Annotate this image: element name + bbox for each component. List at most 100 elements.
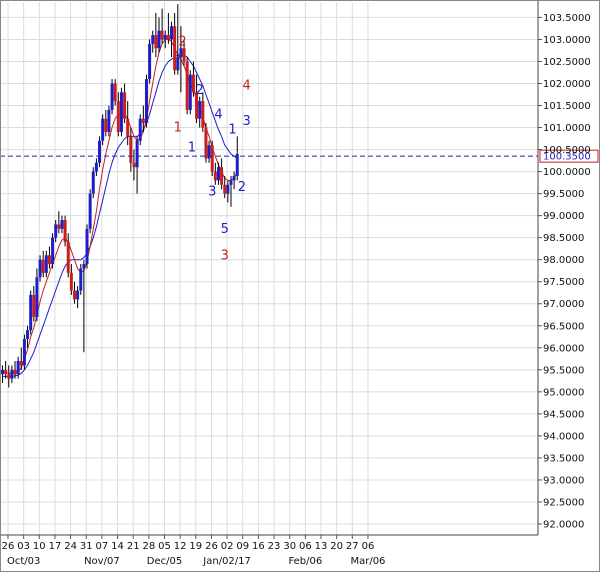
wave-label: 3 (221, 248, 229, 263)
candle-body (19, 361, 23, 366)
candle-body (91, 171, 95, 194)
y-tick-label: 94.5000 (543, 409, 584, 420)
wave-label: 1 (188, 140, 196, 155)
candle-body (10, 369, 14, 379)
candle-body (101, 118, 105, 141)
x-tick-label: 02 (221, 541, 234, 552)
x-tick-label: 24 (64, 541, 77, 552)
x-tick-label: 19 (189, 541, 202, 552)
candle-body (88, 193, 92, 229)
x-tick-label: 26 (205, 541, 218, 552)
candle-body (26, 330, 30, 339)
ma-slow-line (2, 54, 238, 377)
y-tick-label: 95.5000 (543, 365, 584, 376)
candle-body (204, 127, 208, 159)
y-tick-label: 102.5000 (543, 57, 591, 68)
x-tick-label: 05 (158, 541, 171, 552)
candle-body (185, 61, 189, 110)
x-tick-label: 06 (362, 541, 375, 552)
candle-body (132, 162, 136, 168)
candle-body (116, 101, 120, 132)
candle-body (113, 83, 117, 102)
candle-body (16, 361, 20, 375)
y-tick-label: 95.0000 (543, 387, 584, 398)
wave-label: 3 (242, 114, 250, 129)
candle-body (35, 277, 39, 317)
x-tick-label: 27 (346, 541, 359, 552)
candle-body (129, 136, 133, 163)
x-tick-label: 14 (111, 541, 124, 552)
y-tick-label: 98.5000 (543, 233, 584, 244)
wave-label: 4 (214, 107, 222, 122)
wave-label: 5 (221, 222, 229, 237)
candle-body (1, 369, 4, 375)
candle-body (98, 140, 102, 163)
candle-body (76, 290, 80, 300)
x-month-label: Jan/02/17 (202, 556, 251, 567)
candle-body (51, 237, 55, 265)
x-month-label: Feb/06 (288, 556, 322, 567)
candle-body (216, 167, 220, 181)
wave-label: 2 (196, 83, 204, 98)
candle-body (157, 30, 161, 49)
x-tick-label: 10 (33, 541, 46, 552)
y-tick-label: 100.5000 (543, 145, 591, 156)
moving-averages (2, 38, 238, 377)
x-month-label: Dec/05 (147, 556, 182, 567)
x-tick-label: 09 (236, 541, 249, 552)
x-tick-label: 17 (49, 541, 62, 552)
grid (0, 0, 538, 535)
candle-body (223, 184, 227, 194)
candle-body (220, 167, 224, 185)
candle-body (126, 118, 130, 137)
candle-body (38, 259, 42, 278)
wave-label: 1 (174, 121, 182, 136)
y-tick-label: 93.5000 (543, 453, 584, 464)
x-tick-label: 16 (252, 541, 265, 552)
y-tick-label: 96.0000 (543, 343, 584, 354)
y-tick-label: 99.5000 (543, 189, 584, 200)
y-tick-label: 101.5000 (543, 101, 591, 112)
current-price-value: 100.3500 (543, 152, 591, 163)
y-tick-label: 101.0000 (543, 123, 591, 134)
candle-body (54, 224, 58, 238)
candle-body (41, 259, 45, 273)
candle-body (66, 242, 70, 273)
candle-body (191, 74, 195, 93)
y-tick-label: 96.5000 (543, 321, 584, 332)
candle-body (154, 35, 158, 49)
x-tick-label: 31 (80, 541, 93, 552)
candle-body (138, 118, 142, 141)
y-tick-label: 100.0000 (543, 167, 591, 178)
candle-body (151, 35, 155, 44)
candle-body (195, 92, 199, 119)
x-month-label: Nov/07 (84, 556, 120, 567)
y-tick-label: 102.0000 (543, 79, 591, 90)
candle-body (198, 101, 202, 119)
y-tick-label: 93.0000 (543, 475, 584, 486)
candle-body (57, 224, 61, 229)
ma-fast-line (2, 38, 238, 375)
candle-body (104, 118, 108, 132)
x-tick-label: 06 (299, 541, 312, 552)
candle-body (182, 48, 186, 62)
candle-body (226, 184, 230, 194)
x-month-label: Mar/06 (350, 556, 385, 567)
y-tick-label: 103.5000 (543, 13, 591, 24)
current-price-line: 100.3500 (0, 149, 599, 163)
candle-body (69, 272, 73, 291)
candle-body (119, 92, 123, 132)
x-month-label: Oct/03 (7, 556, 40, 567)
wave-label: 3 (208, 184, 216, 199)
candle-body (213, 171, 217, 181)
candle-body (32, 294, 36, 317)
candle-body (72, 290, 76, 300)
candle-body (148, 43, 152, 80)
candle-body (235, 153, 239, 176)
y-tick-label: 103.0000 (543, 35, 591, 46)
x-tick-label: 26 (2, 541, 15, 552)
x-tick-label: 07 (96, 541, 109, 552)
candle-body (82, 264, 86, 269)
